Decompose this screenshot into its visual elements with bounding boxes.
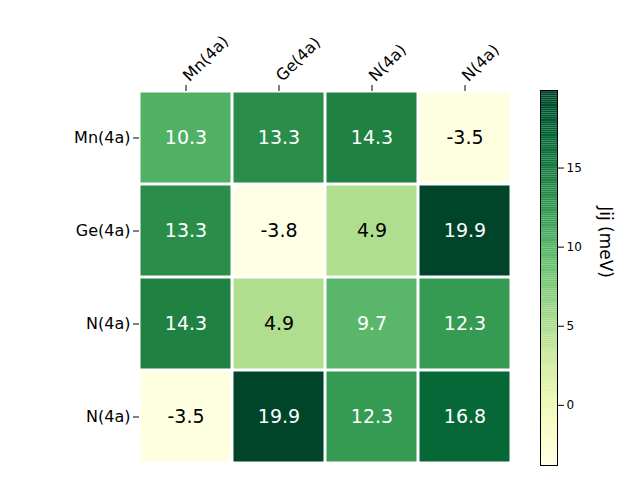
svg-text:5: 5 xyxy=(567,319,575,333)
svg-text:14.3: 14.3 xyxy=(165,312,207,334)
svg-text:-3.5: -3.5 xyxy=(446,126,483,148)
svg-text:Ge(4a): Ge(4a) xyxy=(272,33,324,85)
svg-text:14.3: 14.3 xyxy=(351,126,393,148)
svg-text:-3.5: -3.5 xyxy=(167,405,204,427)
svg-text:N(4a): N(4a) xyxy=(458,40,503,85)
svg-text:12.3: 12.3 xyxy=(444,312,486,334)
svg-text:10.3: 10.3 xyxy=(165,126,207,148)
svg-text:19.9: 19.9 xyxy=(444,219,486,241)
svg-text:4.9: 4.9 xyxy=(357,219,387,241)
svg-text:16.8: 16.8 xyxy=(444,405,486,427)
svg-text:9.7: 9.7 xyxy=(357,312,387,334)
svg-text:10: 10 xyxy=(567,240,582,254)
svg-text:Mn(4a): Mn(4a) xyxy=(74,128,130,147)
svg-text:0: 0 xyxy=(567,398,575,412)
svg-text:13.3: 13.3 xyxy=(165,219,207,241)
svg-text:15: 15 xyxy=(567,161,582,175)
svg-text:-3.8: -3.8 xyxy=(260,219,297,241)
svg-text:19.9: 19.9 xyxy=(258,405,300,427)
svg-text:Jij (meV): Jij (meV) xyxy=(596,205,616,278)
svg-text:12.3: 12.3 xyxy=(351,405,393,427)
svg-text:Mn(4a): Mn(4a) xyxy=(179,32,232,85)
svg-text:13.3: 13.3 xyxy=(258,126,300,148)
svg-text:N(4a): N(4a) xyxy=(365,40,410,85)
svg-text:4.9: 4.9 xyxy=(264,312,294,334)
svg-text:N(4a): N(4a) xyxy=(86,407,130,426)
svg-text:Ge(4a): Ge(4a) xyxy=(76,221,131,240)
svg-text:N(4a): N(4a) xyxy=(86,314,130,333)
